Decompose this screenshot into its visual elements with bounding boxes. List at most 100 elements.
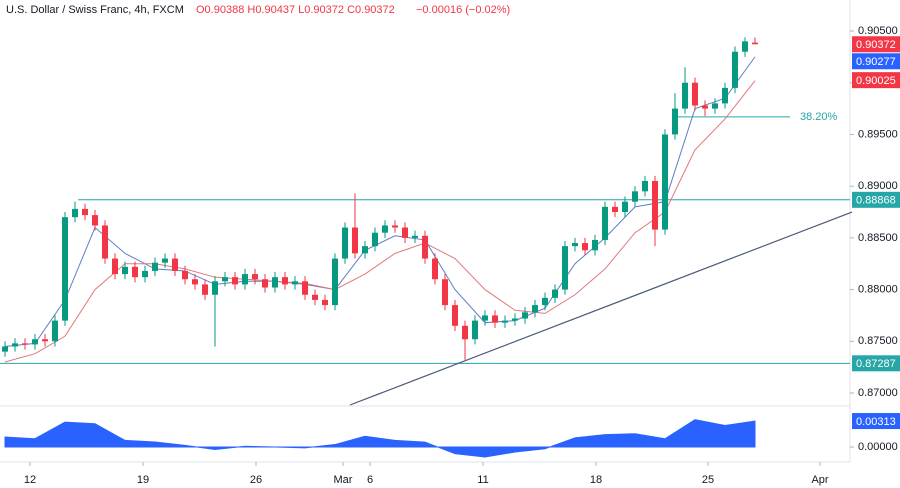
candle-body [392,225,398,228]
candle-body [302,281,308,295]
level-label-box [852,355,900,372]
candle-body [12,343,18,347]
x-tick-label: 12 [24,474,36,486]
y-tick-label: 0.88000 [858,283,898,295]
candle-body [332,258,338,306]
ohlc-text: O0.90388 H0.90437 L0.90372 C0.90372 [196,4,395,16]
price-label: 0.90025 [856,75,896,87]
candle-body [192,279,198,285]
candle-body [652,180,658,230]
candle-body [312,294,318,300]
candle-body [32,339,38,345]
candle-body [472,320,478,340]
candle-body [512,318,518,321]
candle-body [352,227,358,254]
price-label-box [852,72,900,89]
candle-body [132,266,138,278]
moving-average [4,56,756,347]
candle-body [552,289,558,298]
candle-body [152,262,158,271]
candle-body [412,235,418,238]
x-tick-label: Mar [334,474,353,486]
candle-body [642,180,648,192]
candle-body [502,320,508,323]
candle-body [92,215,98,226]
candle-body [102,225,108,259]
candle-body [752,42,758,45]
candle-body [462,325,468,340]
candle-body [582,243,588,251]
price-label: 0.90372 [856,39,896,51]
trendline [349,211,853,406]
candle-body [292,281,298,285]
candle-body [562,246,568,290]
candle-body [2,346,8,352]
candle-body [712,103,718,109]
candle-body [282,277,288,285]
candle-body [722,87,728,104]
candle-body [602,206,608,240]
level-label: 0.88868 [856,195,896,207]
candle-body [682,82,688,109]
x-tick-label: 26 [250,474,262,486]
candle-body [322,299,328,306]
candle-body [42,339,48,342]
price-label: 0.90277 [856,56,896,68]
candle-body [672,108,678,135]
candle-body [252,274,258,280]
y-tick-label: 0.89000 [858,180,898,192]
y-tick-label: 0.89500 [858,128,898,140]
y-tick-label: 0.87000 [858,387,898,399]
candle-body [692,82,698,106]
candle-body [122,266,128,275]
candle-body [142,270,148,278]
candle-body [522,312,528,319]
candle-body [62,217,68,321]
level-label-box [852,191,900,208]
candle-body [422,235,428,259]
candle-body [622,201,628,213]
candle-body [342,227,348,259]
candle-body [242,274,248,285]
candle-body [372,232,378,247]
candle-body [702,105,708,109]
candle-body [172,258,178,271]
osc-label: 0.00313 [856,416,896,428]
candle-body [542,297,548,306]
candle-body [52,320,58,342]
x-tick-label: 18 [590,474,602,486]
x-tick-label: 6 [367,474,373,486]
level-label: 0.87287 [856,358,896,370]
candle-body [592,239,598,251]
chart-title: U.S. Dollar / Swiss Franc, 4h, FXCM [6,4,184,16]
candle-body [612,206,618,213]
candle-body [162,258,168,263]
candle-body [82,208,88,216]
candle-body [182,270,188,280]
y-tick-label: 0.88500 [858,232,898,244]
oscillator-area [4,419,756,458]
price-label-box [852,36,900,53]
x-tick-label: 25 [702,474,714,486]
candle-body [212,281,218,295]
candle-body [452,305,458,326]
candle-body [72,208,78,218]
candle-body [662,134,668,230]
y-tick-label: 0.87500 [858,335,898,347]
candle-body [202,284,208,295]
osc-label-box [852,413,900,430]
candle-body [362,246,368,254]
x-tick-label: 11 [477,474,488,486]
candle-body [482,315,488,321]
candle-body [572,243,578,247]
x-tick-label: Apr [811,474,828,486]
y-tick-label: 0.90500 [858,25,898,37]
candle-body [22,343,28,345]
candle-body [402,227,408,238]
candle-body [432,258,438,280]
candle-body [632,191,638,202]
candle-body [532,305,538,313]
